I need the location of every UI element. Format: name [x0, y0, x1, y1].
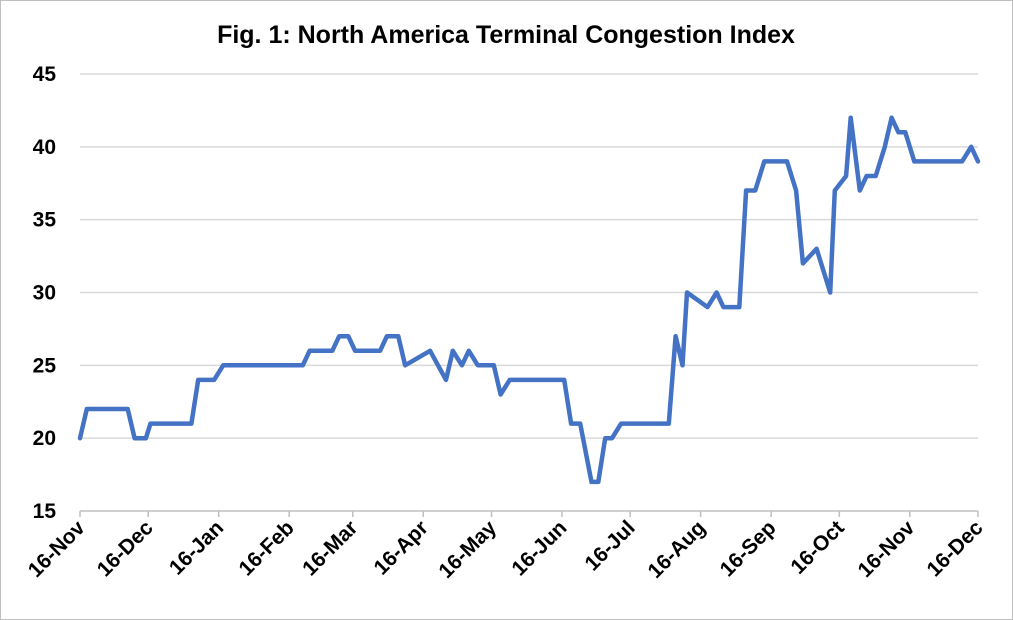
y-tick-label: 15 — [33, 500, 57, 523]
x-tick-label: 16-Sep — [716, 516, 781, 581]
x-tick-label: 16-Nov — [854, 516, 920, 582]
y-tick-label: 30 — [33, 282, 56, 305]
x-tick-label: 16-Mar — [298, 516, 362, 580]
x-tick-label: 16-Dec — [93, 516, 158, 581]
x-tick-label: 16-Feb — [235, 516, 299, 580]
x-tick-label: 16-May — [434, 516, 501, 583]
x-tick-label: 16-Jun — [507, 516, 571, 580]
x-tick-label: 16-Nov — [24, 516, 90, 582]
y-tick-label: 25 — [33, 354, 57, 377]
chart-title: Fig. 1: North America Terminal Congestio… — [217, 21, 795, 49]
series-line — [77, 115, 981, 485]
y-axis-ticks: 15 20 25 30 35 40 45 — [33, 63, 57, 523]
series-group — [77, 115, 981, 485]
y-tick-label: 45 — [33, 63, 57, 86]
x-tick-label: 16-Dec — [923, 516, 988, 581]
y-tick-label: 40 — [33, 136, 56, 159]
y-tick-label: 20 — [33, 427, 56, 450]
x-tick-label: 16-Aug — [644, 516, 711, 583]
x-tick-label: 16-Jan — [165, 516, 228, 579]
x-tick-label: 16-Apr — [370, 516, 433, 579]
x-tick-label: 16-Jul — [581, 516, 640, 575]
x-tick-label: 16-Oct — [786, 516, 848, 578]
gridlines — [80, 73, 978, 512]
x-axis-ticks: 16-Nov 16-Dec 16-Jan 16-Feb 16-Mar 16-Apr 16-M… — [24, 511, 988, 583]
y-tick-label: 35 — [33, 209, 57, 232]
